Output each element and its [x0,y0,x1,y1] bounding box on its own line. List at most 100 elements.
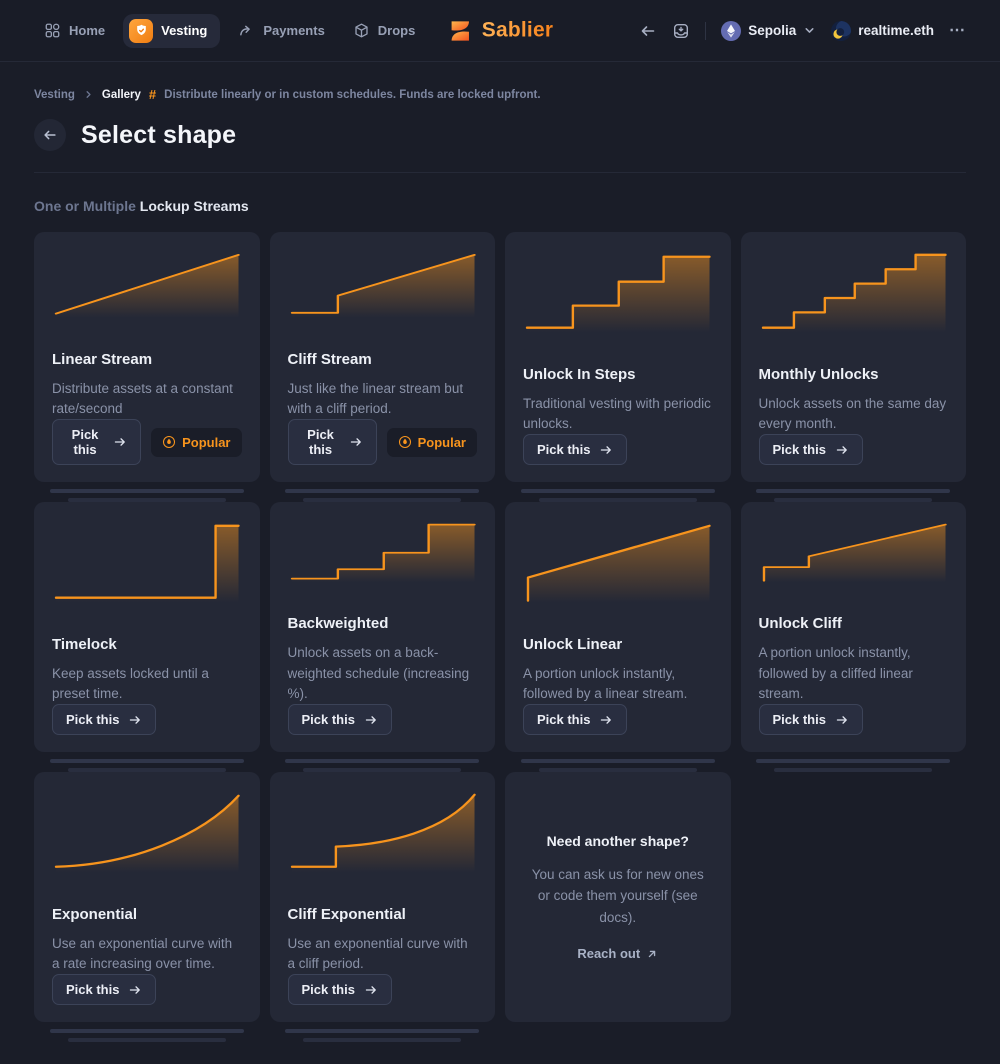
popular-badge: Popular [386,427,477,457]
shape-card[interactable]: Unlock Cliff A portion unlock instantly,… [740,502,966,752]
shape-card-slot: Unlock Cliff A portion unlock instantly,… [740,502,966,772]
card-stack-bar [538,768,697,772]
shape-card[interactable]: Timelock Keep assets locked until a pres… [34,502,260,752]
pick-this-button[interactable]: Pick this [287,419,377,465]
grid-icon [44,22,61,39]
shape-card-slot: Backweighted Unlock assets on a back-wei… [269,502,495,772]
card-stack-bar [285,759,480,763]
reach-out-link[interactable]: Reach out [577,946,658,961]
card-actions: Pick this [758,704,949,735]
pick-this-button[interactable]: Pick this [523,704,628,735]
ask-card-title: Need another shape? [546,832,689,849]
shape-card[interactable]: Backweighted Unlock assets on a back-wei… [269,502,495,752]
shape-card[interactable]: Monthly Unlocks Unlock assets on the sam… [740,232,966,482]
pick-this-label: Pick this [772,712,826,727]
pick-this-button[interactable]: Pick this [287,704,392,735]
shape-chart [761,253,947,333]
shape-card-title: Linear Stream [52,350,153,368]
pick-this-label: Pick this [71,427,99,457]
pick-this-button[interactable]: Pick this [758,704,863,735]
account-name: realtime.eth [858,23,934,38]
section-label: One or Multiple Lockup Streams [34,198,966,214]
nav-item-label: Home [69,23,106,38]
shape-card-slot: Cliff Exponential Use an exponential cur… [269,772,495,1042]
nav-item-payments[interactable]: Payments [228,15,334,46]
breadcrumb: Vesting Gallery # Distribute linearly or… [34,87,966,102]
hash-icon: # [148,87,157,102]
divider [34,172,966,173]
nav-right: Sepolia realtime.eth ⋯ [639,20,966,41]
network-selector[interactable]: Sepolia [721,20,816,41]
pick-this-button[interactable]: Pick this [523,434,628,465]
pick-this-button[interactable]: Pick this [52,704,157,735]
shape-card-title: Unlock Cliff [758,615,842,633]
popular-badge: Popular [151,427,242,457]
network-name: Sepolia [748,23,797,38]
card-stack-bar [285,489,480,493]
shape-card[interactable]: Exponential Use an exponential curve wit… [34,772,260,1022]
chevron-right-icon [83,89,94,100]
nav-item-home[interactable]: Home [34,15,115,46]
shape-card[interactable]: Cliff Exponential Use an exponential cur… [269,772,495,1022]
nav-item-drops[interactable]: Drops [343,15,426,46]
shape-card-slot: Exponential Use an exponential curve wit… [34,772,260,1042]
shape-card-grid: Linear Stream Distribute assets at a con… [34,232,966,1042]
title-row: Select shape [34,119,966,151]
pick-this-button[interactable]: Pick this [52,419,142,465]
card-stack-bar [303,768,462,772]
arrow-right-icon [364,713,378,727]
arrow-right-icon [835,443,849,457]
shape-card[interactable]: Cliff Stream Just like the linear stream… [269,232,495,482]
shape-card[interactable]: Unlock Linear A portion unlock instantly… [505,502,731,752]
shape-card-slot: Monthly Unlocks Unlock assets on the sam… [740,232,966,502]
nav-left: Home Vesting Payments Drops [34,13,426,48]
arrow-right-icon [599,713,613,727]
card-actions: Pick this [52,704,242,735]
avatar [831,20,852,41]
shape-card[interactable]: Linear Stream Distribute assets at a con… [34,232,260,482]
chevron-down-icon [803,24,816,37]
shape-card-slot: Unlock In Steps Traditional vesting with… [505,232,731,502]
nav-item-vesting[interactable]: Vesting [123,13,221,48]
shape-card-slot: Cliff Stream Just like the linear stream… [269,232,495,502]
back-button[interactable] [34,119,66,151]
shape-card[interactable]: Unlock In Steps Traditional vesting with… [505,232,731,482]
history-back-icon[interactable] [639,22,657,40]
card-stack-bar [49,1029,244,1033]
shape-chart [762,523,947,583]
more-menu-icon[interactable]: ⋯ [949,21,966,39]
shape-card-description: Just like the linear stream but with a c… [287,380,464,416]
inbox-icon[interactable] [672,22,690,40]
popular-icon [398,435,412,449]
card-stack-bar [303,1038,462,1042]
nav-item-label: Payments [263,23,325,38]
popular-icon [162,435,176,449]
breadcrumb-vesting-link[interactable]: Vesting [34,88,75,101]
shape-card-description: Distribute assets at a constant rate/sec… [52,380,233,416]
pick-this-label: Pick this [307,427,334,457]
card-actions: Pick this [287,704,478,735]
pick-this-label: Pick this [537,442,591,457]
card-stack-bar [49,759,244,763]
shape-card-title: Backweighted [287,615,389,633]
account-menu[interactable]: realtime.eth [831,20,934,41]
pick-this-label: Pick this [301,712,355,727]
pick-this-button[interactable]: Pick this [758,434,863,465]
divider [705,21,707,40]
popular-label: Popular [417,434,466,450]
pick-this-label: Pick this [66,982,120,997]
nav-item-label: Vesting [161,23,208,38]
shape-card-title: Unlock In Steps [523,365,636,383]
shape-chart [54,524,240,603]
shape-chart [54,794,240,873]
shape-card-description: A portion unlock instantly, followed by … [523,665,688,701]
pick-this-label: Pick this [772,442,826,457]
pick-this-button[interactable]: Pick this [287,974,392,1005]
arrow-curve-icon [238,22,255,39]
arrow-right-icon [349,435,363,449]
sablier-logo[interactable]: Sablier [447,17,553,44]
pick-this-button[interactable]: Pick this [52,974,157,1005]
card-actions: Pick this [523,434,713,465]
card-actions: Pick this [523,704,713,735]
shape-card-slot: Linear Stream Distribute assets at a con… [34,232,260,502]
